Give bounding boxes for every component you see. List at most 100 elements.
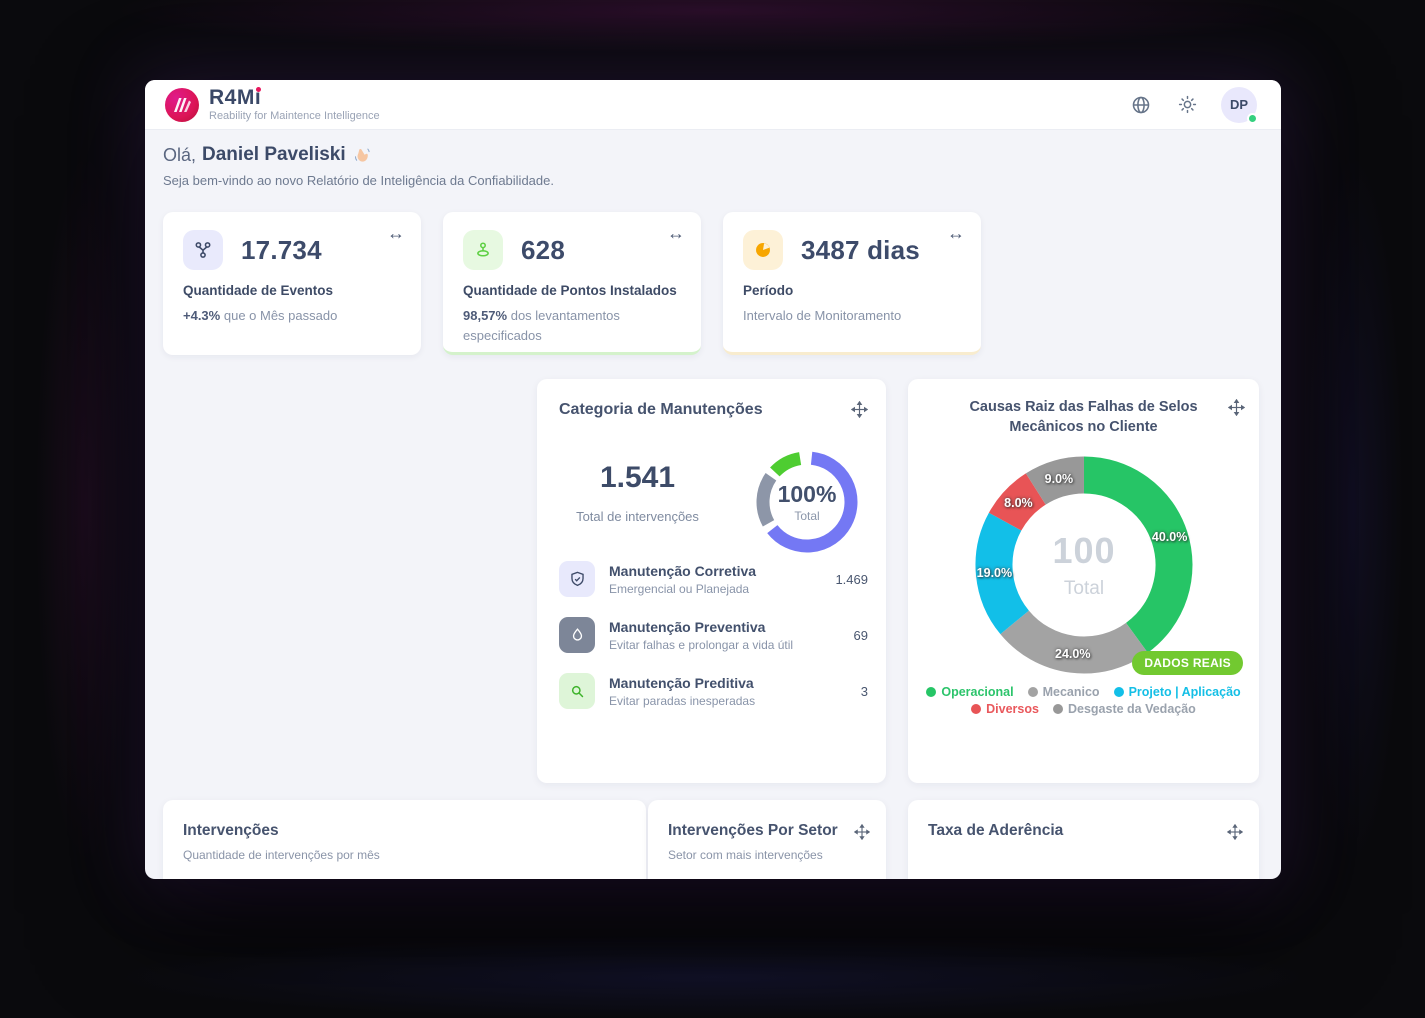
greeting-block: Olá, Daniel Paveliski Seja bem-vindo ao … — [163, 144, 554, 188]
donut-segment-mecanico[interactable] — [1000, 610, 1148, 674]
greeting-username: Daniel Paveliski — [202, 144, 346, 165]
item-value: 69 — [853, 627, 868, 643]
donut-segment-projeto-aplica-o[interactable] — [975, 512, 1030, 635]
header-actions: DP — [1129, 86, 1258, 124]
legend-dot-icon — [1052, 704, 1063, 714]
donut-center-value: 100% — [777, 481, 837, 507]
card-title: Causas Raiz das Falhas de Selos Mecânico… — [969, 399, 1198, 436]
donut-segment-desgaste-da-veda-o[interactable] — [1025, 456, 1085, 505]
maintenance-donut-svg — [756, 451, 858, 553]
stat-title: Quantidade de Pontos Instalados — [463, 283, 677, 298]
maintenance-total: 1.541 Total de intervenções — [555, 461, 720, 524]
item-title: Manutenção Preditiva — [609, 674, 754, 691]
brand-logo-icon[interactable] — [165, 87, 199, 122]
stat-card-top: 628 ↔ — [463, 224, 685, 270]
card-title: Taxa de Aderência — [928, 822, 1064, 839]
legend-label: Operacional — [941, 685, 1014, 699]
theme-sun-icon[interactable] — [1175, 93, 1199, 117]
legend-item-operacional[interactable]: Operacional — [926, 685, 1014, 699]
stat-note-text: Intervalo de Monitoramento — [743, 308, 902, 323]
stat-highlight: 98,57% — [463, 308, 508, 323]
card-title: Intervenções Por Setor — [668, 822, 838, 839]
slice-percentage-label: 19.0% — [976, 566, 1013, 581]
stat-highlight: +4.3% — [183, 308, 221, 323]
list-item-text: Manutenção Corretiva Emergencial ou Plan… — [609, 563, 756, 596]
legend-label: Mecanico — [1042, 685, 1100, 699]
maintenance-items-list: Manutenção Corretiva Emergencial ou Plan… — [559, 561, 868, 729]
list-item-preventive[interactable]: Manutenção Preventiva Evitar falhas e pr… — [559, 617, 868, 653]
user-avatar[interactable]: DP — [1221, 86, 1258, 124]
list-item-text: Manutenção Preventiva Evitar falhas e pr… — [609, 619, 793, 652]
item-value: 1.469 — [835, 571, 868, 587]
donut-center-value: 100 — [1052, 530, 1116, 571]
item-title: Manutenção Corretiva — [609, 562, 757, 579]
stat-value: 17.734 — [241, 234, 322, 265]
root-cause-card: Causas Raiz das Falhas de Selos Mecânico… — [908, 379, 1259, 783]
donut-segment — [770, 452, 802, 477]
root-cause-donut-svg — [975, 456, 1193, 674]
branch-icon — [183, 230, 223, 270]
item-value: 3 — [860, 683, 868, 699]
brand-text: R4Mi Reability for Maintence Intelligenc… — [209, 87, 380, 122]
item-title: Manutenção Preventiva — [609, 618, 766, 635]
brand-dot — [256, 87, 262, 92]
list-item-corrective[interactable]: Manutenção Corretiva Emergencial ou Plan… — [559, 561, 868, 597]
resize-horizontal-icon[interactable]: ↔ — [667, 223, 685, 243]
droplet-icon — [559, 617, 595, 653]
donut-segment-operacional[interactable] — [1083, 456, 1193, 653]
legend-item-diversos[interactable]: Diversos — [971, 702, 1039, 716]
avatar-initials: DP — [1229, 97, 1249, 112]
stat-card-points: 628 ↔ Quantidade de Pontos Instalados 98… — [443, 212, 701, 355]
legend-item-projeto-aplica-o[interactable]: Projeto | Aplicação — [1113, 685, 1241, 699]
stat-card-top: 3487 dias ↔ — [743, 224, 965, 270]
stat-note: Intervalo de Monitoramento — [743, 306, 961, 326]
slice-percentage-label: 9.0% — [1044, 471, 1074, 486]
legend-dot-icon — [926, 687, 937, 697]
resize-horizontal-icon[interactable]: ↔ — [387, 223, 405, 243]
card-title: Categoria de Manutenções — [559, 401, 763, 418]
donut-segment — [767, 451, 858, 553]
greeting-subtitle: Seja bem-vindo ao novo Relatório de Inte… — [163, 173, 554, 188]
legend-dot-icon — [1113, 687, 1124, 697]
language-globe-icon[interactable] — [1129, 93, 1153, 117]
app-window: R4Mi Reability for Maintence Intelligenc… — [145, 80, 1281, 879]
stat-card-top: 17.734 ↔ — [183, 224, 405, 270]
item-subtitle: Evitar falhas e prolongar a vida útil — [609, 637, 794, 652]
list-item-predictive[interactable]: Manutenção Preditiva Evitar paradas ines… — [559, 673, 868, 709]
drag-move-icon[interactable] — [1226, 823, 1244, 845]
greeting-title: Olá, Daniel Paveliski — [163, 144, 554, 166]
waving-hand-icon — [354, 148, 370, 162]
legend-item-mecanico[interactable]: Mecanico — [1027, 685, 1100, 699]
stat-note-text: que o Mês passado — [223, 308, 338, 323]
legend-dot-icon — [971, 704, 982, 714]
item-subtitle: Evitar paradas inesperadas — [609, 693, 756, 708]
donut-segment-diversos[interactable] — [988, 473, 1047, 532]
slice-percentage-label: 8.0% — [1004, 496, 1033, 511]
online-status-dot — [1247, 112, 1258, 124]
donut-center-label: Total — [1063, 578, 1105, 599]
root-cause-donut-center: 100 Total — [964, 445, 1204, 685]
interventions-card: Intervenções Quantidade de intervenções … — [163, 800, 646, 879]
slice-percentage-label: 24.0% — [1054, 647, 1091, 662]
card-subtitle: Setor com mais intervenções — [668, 848, 823, 862]
card-subtitle: Quantidade de intervenções por mês — [183, 848, 380, 862]
stat-title: Quantidade de Eventos — [183, 283, 334, 298]
drag-move-icon[interactable] — [1227, 398, 1246, 421]
drag-move-icon[interactable] — [850, 400, 869, 423]
maintenance-donut-chart: 100% Total — [752, 447, 862, 557]
stat-note-text: dos levantamentos especificados — [463, 308, 620, 344]
maintenance-total-label: Total de intervenções — [576, 509, 699, 524]
drag-move-icon[interactable] — [853, 823, 871, 845]
maintenance-donut-center: 100% Total — [752, 447, 862, 557]
item-subtitle: Emergencial ou Planejada — [609, 581, 750, 596]
stat-card-period: 3487 dias ↔ Período Intervalo de Monitor… — [723, 212, 981, 355]
donut-center-label: Total — [794, 509, 820, 523]
legend-item-desgaste-da-veda-o[interactable]: Desgaste da Vedação — [1052, 702, 1196, 716]
interventions-by-sector-card: Intervenções Por Setor Setor com mais in… — [648, 800, 886, 879]
legend-label: Projeto | Aplicação — [1128, 685, 1241, 699]
stat-title: Período — [743, 283, 794, 298]
logo-slashes-icon — [174, 97, 191, 112]
adherence-rate-card: Taxa de Aderência — [908, 800, 1259, 879]
resize-horizontal-icon[interactable]: ↔ — [947, 223, 965, 243]
